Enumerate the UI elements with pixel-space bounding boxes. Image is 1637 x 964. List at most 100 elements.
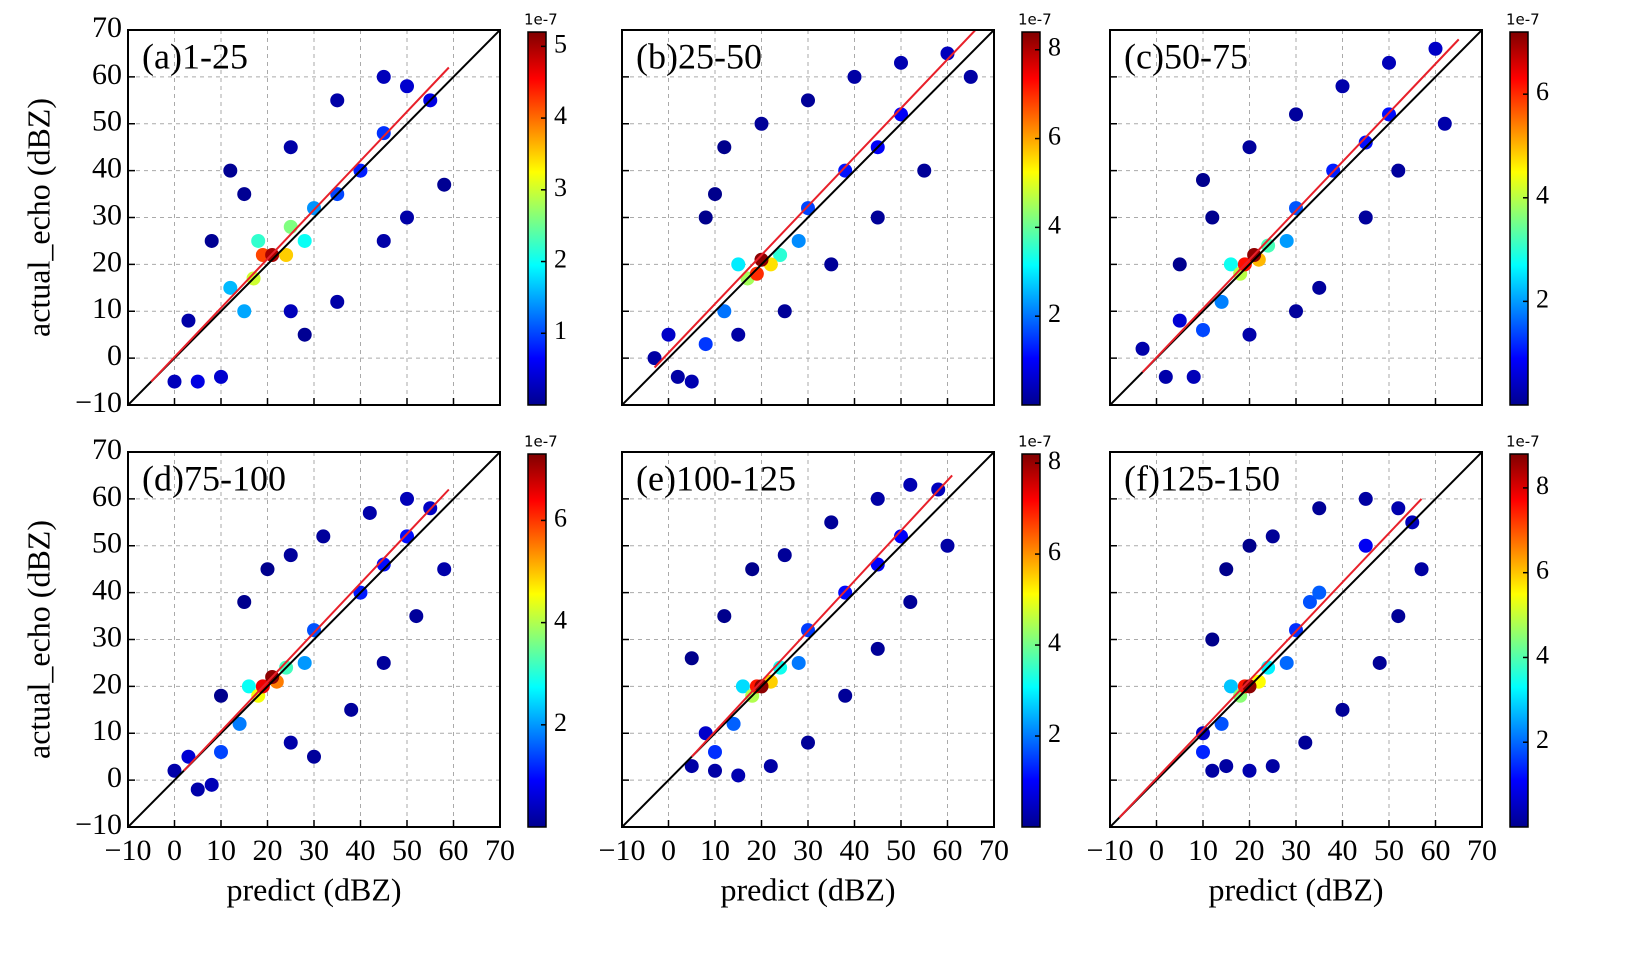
- point: [731, 257, 746, 272]
- panel: −10 0 10 20 30 40 50 60 70 −10 0 10 20 30 40 50 60 70 (d)7…: [20, 433, 567, 908]
- point: [801, 735, 815, 750]
- point: [1265, 529, 1280, 544]
- point: [754, 252, 769, 267]
- point: [1289, 304, 1303, 319]
- y-axis-label: actual_echo (dBZ): [20, 520, 56, 759]
- colorbar: [1021, 31, 1041, 406]
- point: [376, 69, 391, 84]
- colorbar-tick-label: 2: [554, 245, 567, 274]
- point: [1372, 655, 1387, 670]
- identity-line: [622, 30, 994, 405]
- panel: (b)25-50 2 4 6 8 1e-7: [621, 11, 1061, 406]
- point: [376, 655, 391, 670]
- point: [1391, 501, 1406, 516]
- point: [344, 702, 359, 717]
- point: [1219, 759, 1234, 774]
- point: [745, 562, 760, 577]
- point: [1302, 595, 1317, 609]
- point: [1172, 313, 1187, 328]
- panel: −10 0 10 20 30 40 50 60 70 (f)125-150 predict (dBZ…: [1087, 433, 1549, 908]
- point: [1312, 280, 1327, 295]
- x-tick-label: 10: [1188, 834, 1218, 867]
- point: [307, 623, 321, 638]
- point: [749, 266, 764, 281]
- x-tick-label: 20: [1235, 834, 1265, 867]
- colorbar: [1509, 31, 1529, 406]
- colorbar-tick-label: 8: [1048, 33, 1061, 62]
- point: [777, 548, 792, 563]
- fit-line: [1141, 38, 1460, 373]
- colorbar-tick-label: 2: [1048, 299, 1061, 328]
- point: [1279, 233, 1294, 248]
- point: [824, 515, 839, 530]
- colorbar-tick-label: 6: [554, 503, 567, 532]
- point: [1358, 135, 1373, 150]
- y-tick-label: 70: [92, 11, 122, 44]
- y-tick-label: 0: [107, 761, 122, 794]
- point: [330, 294, 345, 309]
- point: [283, 735, 298, 750]
- colorbar-offset: 1e-7: [1018, 11, 1052, 29]
- points: [622, 452, 994, 827]
- point: [283, 304, 298, 319]
- axes-frame: [127, 29, 501, 406]
- point: [735, 679, 750, 694]
- colorbar-offset: 1e-7: [1506, 11, 1540, 29]
- point: [1205, 632, 1220, 647]
- point: [223, 163, 238, 178]
- point: [1214, 716, 1229, 731]
- point: [409, 609, 424, 624]
- x-tick-label: 50: [1374, 834, 1404, 867]
- point: [181, 313, 196, 328]
- points: [1110, 30, 1482, 405]
- point: [204, 233, 219, 248]
- fit-line: [183, 488, 450, 772]
- point: [1223, 257, 1238, 272]
- point: [963, 69, 978, 84]
- point: [708, 745, 722, 759]
- x-tick-label: 50: [886, 834, 916, 867]
- panel: −10 0 10 20 30 40 50 60 70 (e)100-125 predict (dBZ…: [599, 433, 1061, 908]
- y-tick-label: 60: [92, 480, 122, 513]
- point: [1298, 735, 1313, 750]
- point: [670, 369, 685, 384]
- point: [1242, 327, 1257, 342]
- point: [870, 491, 885, 506]
- point: [731, 327, 746, 342]
- point: [1205, 763, 1220, 778]
- points: [128, 452, 500, 827]
- x-tick-label: 40: [1328, 834, 1358, 867]
- colorbar-tick-label: 4: [554, 101, 567, 130]
- point: [232, 716, 247, 731]
- point: [1242, 140, 1257, 155]
- point: [1391, 163, 1406, 178]
- colorbar: [1021, 453, 1041, 828]
- x-tick-label: 0: [167, 834, 182, 867]
- point: [1172, 257, 1187, 272]
- point: [1186, 369, 1201, 384]
- point: [773, 248, 788, 262]
- point: [214, 745, 228, 759]
- colorbar-offset: 1e-7: [1506, 433, 1540, 451]
- colorbar-tick-label: 3: [554, 173, 567, 202]
- point: [698, 210, 713, 225]
- point: [1223, 679, 1238, 694]
- x-tick-label: 70: [1467, 834, 1497, 867]
- colorbar-tick-label: 6: [1536, 556, 1549, 585]
- point: [1242, 763, 1257, 778]
- colorbar-tick-label: 5: [554, 29, 567, 58]
- x-axis-label: predict (dBZ): [1208, 871, 1383, 907]
- x-tick-label: 10: [206, 834, 236, 867]
- axes-frame: [1109, 451, 1483, 828]
- y-tick-label: 10: [92, 292, 122, 325]
- point: [847, 69, 862, 84]
- point: [400, 529, 414, 544]
- point: [362, 505, 377, 520]
- x-tick-label: 20: [253, 834, 283, 867]
- colorbar-offset: 1e-7: [1018, 433, 1052, 451]
- colorbar-tick-label: 6: [1048, 537, 1061, 566]
- point: [1312, 585, 1327, 600]
- point: [400, 491, 414, 506]
- point: [698, 337, 713, 352]
